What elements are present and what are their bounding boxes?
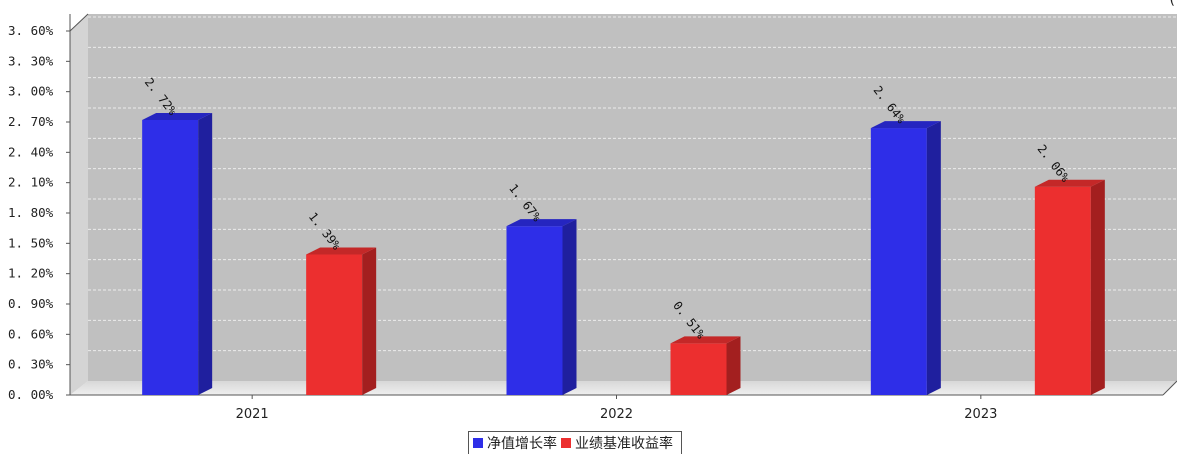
- y-tick-label: 0. 90%: [8, 296, 54, 311]
- legend: 净值增长率 业绩基准收益率: [468, 431, 682, 454]
- y-tick-label: 2. 10%: [8, 175, 54, 190]
- bar-top: [1034, 179, 1105, 187]
- x-axis-depth: [1162, 380, 1177, 396]
- y-tick-label: 1. 80%: [8, 205, 54, 220]
- bar-top: [506, 219, 577, 227]
- y-tick-label: 0. 00%: [8, 387, 54, 402]
- x-category-label: 2022: [600, 407, 633, 422]
- bar-front: [870, 128, 927, 396]
- x-category-label: 2021: [236, 407, 269, 422]
- bar-side: [726, 336, 741, 395]
- bar-top: [670, 336, 741, 344]
- bar-front: [670, 343, 727, 395]
- legend-label-series-1: 净值增长率: [487, 436, 557, 452]
- y-tick-label: 1. 50%: [8, 235, 54, 250]
- legend-item-series-2: 业绩基准收益率: [561, 433, 673, 453]
- y-tick-label: 1. 20%: [8, 266, 54, 281]
- plot-background: [88, 14, 1177, 381]
- bar-side: [198, 112, 213, 395]
- y-tick-label: 0. 60%: [8, 326, 54, 341]
- plot-left-wall: [70, 14, 88, 395]
- x-category-label: 2023: [964, 407, 997, 422]
- bar-chart: 2. 72%1. 39%1. 67%0. 51%2. 64%2. 06% 0. …: [8, 13, 1177, 422]
- bar-top: [306, 247, 377, 255]
- bar-side: [1090, 179, 1105, 395]
- bar-top: [870, 121, 941, 129]
- y-tick-label: 3. 60%: [8, 23, 54, 38]
- bar-front: [506, 226, 563, 395]
- bar-side: [362, 247, 377, 395]
- y-tick-label: 3. 30%: [8, 53, 54, 68]
- y-tick-label: 0. 30%: [8, 357, 54, 372]
- bar-front: [1034, 186, 1091, 395]
- legend-swatch-blue: [473, 438, 483, 448]
- y-tick-label: 2. 70%: [8, 114, 54, 129]
- legend-item-series-1: 净值增长率: [473, 433, 557, 453]
- bar-side: [562, 219, 577, 395]
- plot-floor: [70, 381, 1177, 395]
- bar-top: [142, 112, 213, 120]
- legend-swatch-red: [561, 438, 571, 448]
- y-tick-label: 3. 00%: [8, 84, 54, 99]
- y-tick-label: 2. 40%: [8, 144, 54, 159]
- bar-side: [926, 121, 941, 396]
- bar-front: [306, 254, 363, 395]
- y-axis-depth: [69, 13, 89, 32]
- top-right-fragment: (: [1169, 0, 1175, 8]
- legend-label-series-2: 业绩基准收益率: [575, 436, 673, 452]
- bar-front: [142, 119, 199, 395]
